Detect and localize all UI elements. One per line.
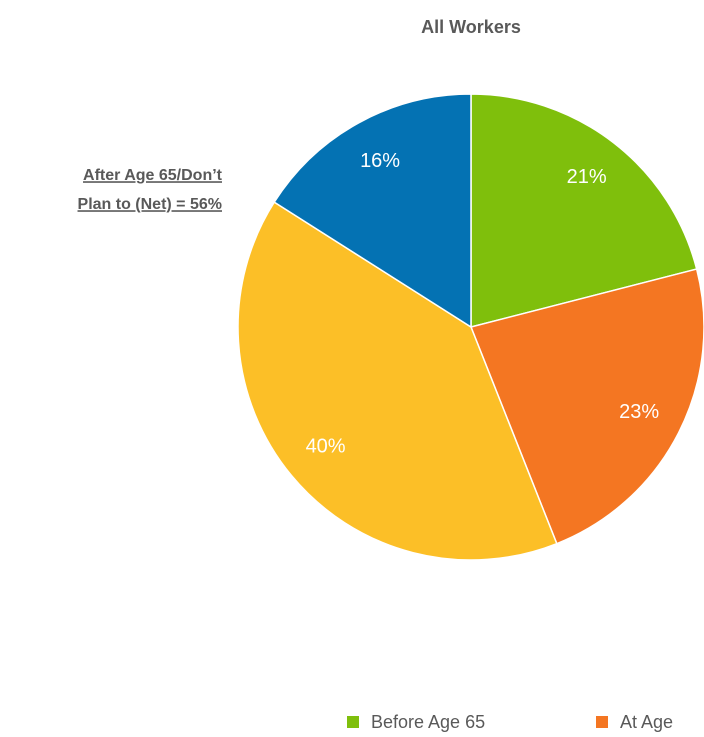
pie-slice (470, 93, 698, 328)
slice-label: 16% (360, 150, 400, 172)
slice-label: 23% (619, 401, 659, 423)
legend-swatch (347, 716, 359, 728)
chart-title: All Workers (421, 17, 521, 37)
legend-label: At Age (620, 712, 673, 732)
slice-label: 40% (306, 436, 346, 458)
annotation: Plan to (Net) = 56% (78, 196, 222, 213)
slice-label: 21% (567, 166, 607, 188)
legend-swatch (596, 716, 608, 728)
annotation: After Age 65/Don’t (83, 167, 223, 184)
pie-slice (237, 201, 558, 561)
pie-slice (469, 268, 704, 545)
pie-slice (273, 93, 472, 329)
legend-label: Before Age 65 (371, 712, 485, 732)
